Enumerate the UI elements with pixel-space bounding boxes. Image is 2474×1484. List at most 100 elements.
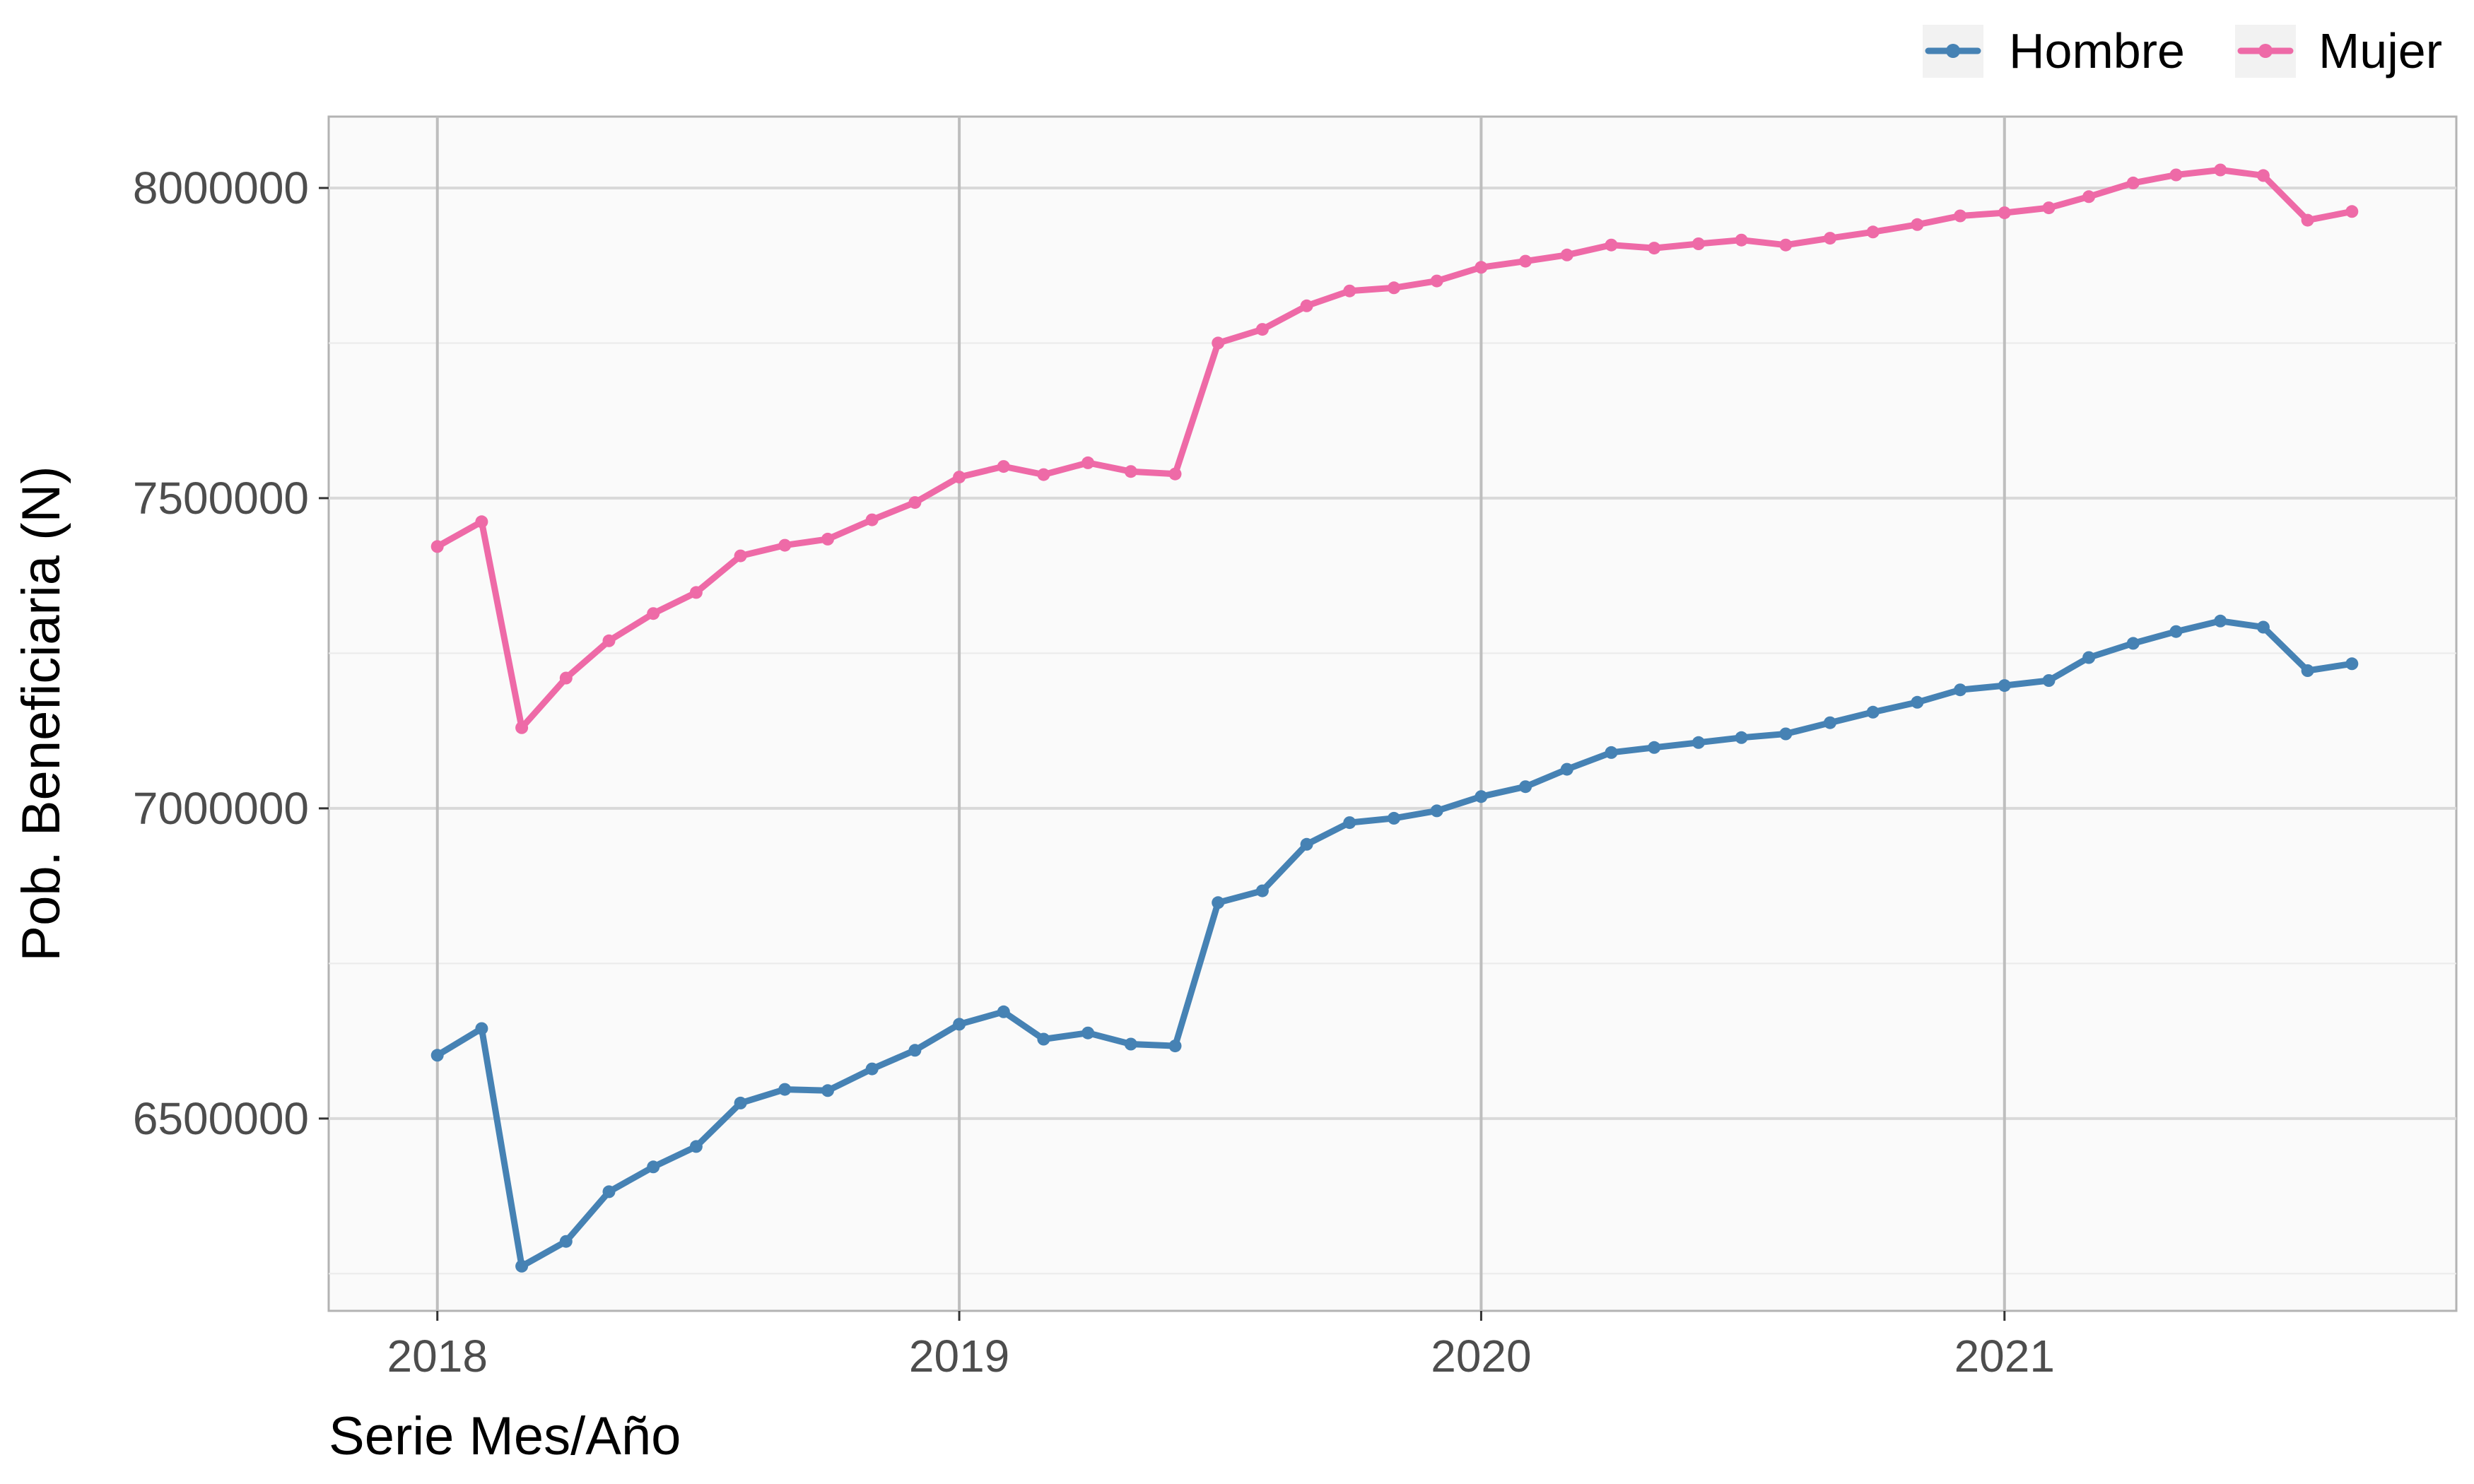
data-point-hombre	[1168, 1040, 1182, 1053]
x-axis-title: Serie Mes/Año	[329, 1406, 681, 1466]
data-point-hombre	[821, 1084, 834, 1097]
data-point-hombre	[1212, 896, 1225, 909]
data-point-mujer	[2214, 163, 2227, 177]
data-point-mujer	[1735, 233, 1748, 247]
data-point-hombre	[1735, 731, 1748, 744]
legend-point-mujer	[2258, 44, 2273, 58]
data-point-mujer	[1998, 206, 2011, 220]
data-point-mujer	[1168, 467, 1182, 481]
data-point-mujer	[1124, 465, 1137, 478]
data-point-mujer	[475, 515, 488, 529]
panel-background	[327, 115, 2458, 1312]
data-point-hombre	[734, 1096, 747, 1109]
data-point-hombre	[1998, 679, 2011, 693]
data-point-mujer	[1037, 468, 1050, 481]
data-point-mujer	[1255, 323, 1269, 336]
data-point-hombre	[1430, 804, 1443, 818]
data-point-mujer	[2256, 169, 2270, 182]
y-axis-title: Pob. Beneficiaria (N)	[11, 466, 71, 961]
y-tick-label: 8000000	[133, 163, 309, 213]
data-point-mujer	[2126, 176, 2140, 189]
data-point-hombre	[430, 1049, 444, 1062]
data-point-mujer	[2301, 213, 2314, 227]
data-point-mujer	[1779, 238, 1793, 252]
data-point-mujer	[2169, 168, 2183, 182]
data-point-hombre	[1648, 741, 1661, 754]
data-point-hombre	[1037, 1032, 1050, 1046]
legend-label-hombre: Hombre	[2009, 23, 2185, 78]
x-tick-label: 2018	[387, 1331, 488, 1382]
legend-point-hombre	[1946, 44, 1960, 58]
data-point-mujer	[2345, 205, 2359, 218]
data-point-hombre	[602, 1185, 616, 1199]
data-point-mujer	[647, 607, 660, 620]
data-point-mujer	[2042, 201, 2056, 215]
data-point-mujer	[1212, 336, 1225, 350]
data-point-mujer	[1692, 237, 1705, 250]
data-point-hombre	[1824, 716, 1836, 729]
data-point-mujer	[559, 671, 573, 685]
data-point-mujer	[865, 513, 879, 526]
data-point-mujer	[1475, 261, 1488, 274]
data-point-mujer	[1519, 254, 1532, 268]
data-point-hombre	[559, 1235, 573, 1248]
data-point-mujer	[1343, 284, 1356, 298]
x-tick-label: 2020	[1431, 1331, 1531, 1382]
data-point-mujer	[1560, 248, 1573, 261]
data-point-hombre	[1124, 1037, 1137, 1051]
data-point-hombre	[1866, 705, 1880, 719]
legend-label-mujer: Mujer	[2318, 23, 2442, 78]
data-point-mujer	[1866, 225, 1880, 239]
data-point-hombre	[1475, 790, 1488, 803]
y-tick-label: 7000000	[133, 783, 309, 834]
data-point-hombre	[778, 1083, 792, 1096]
y-tick-label: 6500000	[133, 1093, 309, 1144]
data-point-hombre	[2082, 651, 2096, 664]
data-point-hombre	[1343, 816, 1356, 830]
major-gridlines	[329, 117, 2456, 1311]
data-point-hombre	[1779, 727, 1793, 741]
data-point-hombre	[2345, 657, 2359, 671]
data-point-mujer	[602, 634, 616, 647]
data-point-hombre	[647, 1160, 660, 1174]
data-point-mujer	[821, 532, 834, 546]
data-point-mujer	[1605, 238, 1618, 252]
data-point-mujer	[953, 471, 966, 484]
data-point-hombre	[1954, 683, 1967, 697]
y-axis: 6500000 7000000 7500000 8000000	[133, 163, 329, 1144]
data-point-mujer	[1300, 299, 1313, 312]
data-point-mujer	[515, 721, 529, 734]
data-point-hombre	[1911, 695, 1924, 709]
data-point-hombre	[2301, 664, 2314, 677]
data-point-hombre	[1605, 746, 1618, 759]
data-point-hombre	[1519, 780, 1532, 794]
x-tick-label: 2021	[1954, 1331, 2055, 1382]
data-point-mujer	[2082, 190, 2096, 204]
data-point-hombre	[953, 1018, 966, 1031]
data-point-hombre	[865, 1062, 879, 1076]
data-point-hombre	[1255, 884, 1269, 897]
data-point-hombre	[1388, 811, 1400, 825]
data-point-hombre	[1560, 762, 1573, 776]
data-point-mujer	[1081, 456, 1095, 469]
x-axis: 2018 2019 2020 2021	[387, 1311, 2055, 1382]
data-point-hombre	[2169, 625, 2183, 638]
data-point-hombre	[2042, 674, 2056, 687]
data-point-mujer	[734, 549, 747, 563]
data-point-mujer	[1954, 209, 1967, 223]
data-point-mujer	[1430, 274, 1443, 288]
data-point-hombre	[908, 1044, 922, 1057]
data-point-mujer	[997, 460, 1010, 473]
data-point-mujer	[778, 538, 792, 552]
x-tick-label: 2019	[909, 1331, 1009, 1382]
data-point-mujer	[908, 496, 922, 510]
data-point-hombre	[2126, 637, 2140, 650]
data-point-mujer	[1911, 218, 1924, 231]
minor-gridlines	[329, 342, 2456, 1275]
data-point-hombre	[475, 1022, 488, 1035]
data-point-mujer	[1648, 242, 1661, 255]
data-point-hombre	[515, 1259, 529, 1273]
data-point-mujer	[430, 540, 444, 553]
data-point-hombre	[2214, 614, 2227, 628]
